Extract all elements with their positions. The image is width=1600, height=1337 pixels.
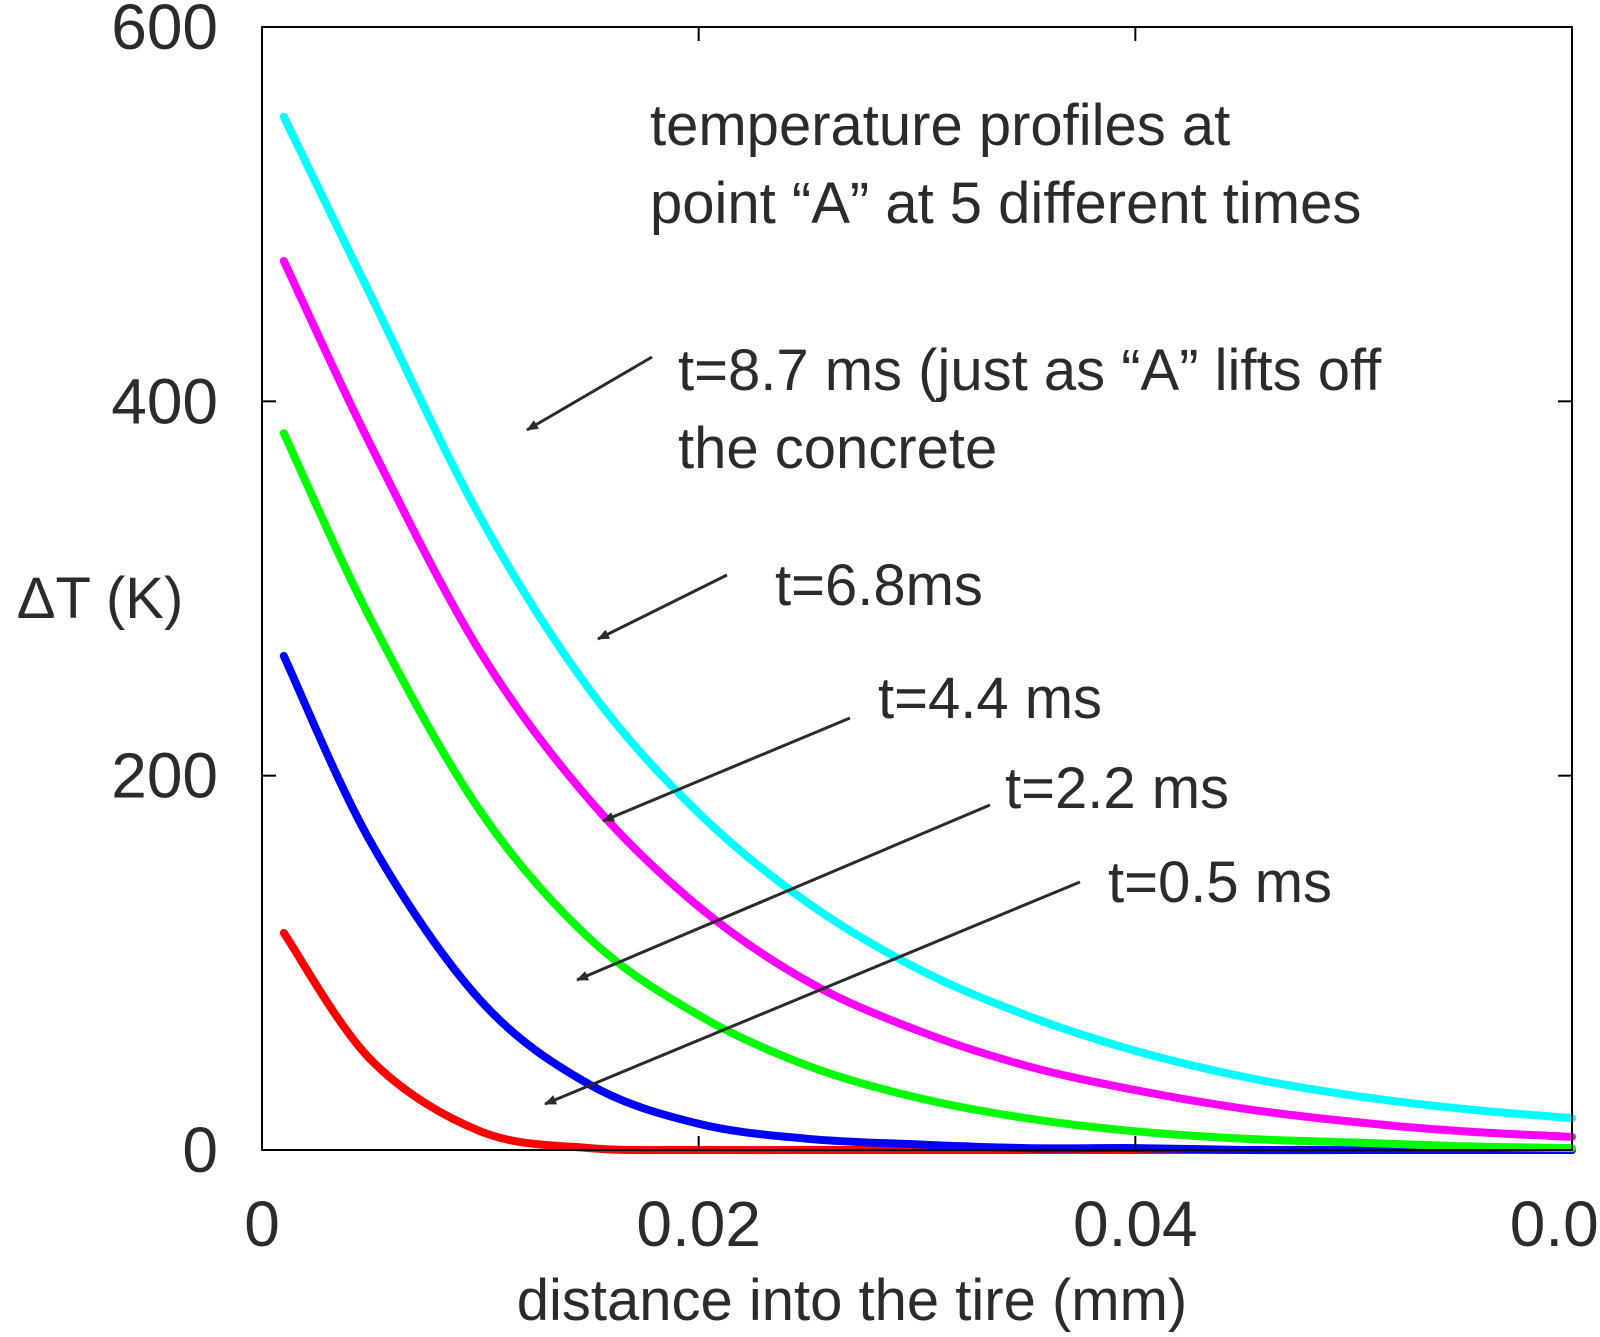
y-axis-label: ΔT (K) (17, 566, 184, 631)
series-line-5 (279, 112, 1576, 1123)
annotation-line: t=0.5 ms (1108, 850, 1332, 915)
annotation-1: temperature profiles at point “A” at 5 di… (650, 93, 1361, 236)
x-tick-label: 0.06 (1510, 1188, 1600, 1260)
series-layer (279, 112, 1576, 1155)
annotation-2: t=8.7 ms (just as “A” lifts off the concr… (678, 338, 1382, 481)
annotation-line: point “A” at 5 different times (650, 171, 1361, 236)
text-layer: temperature profiles at point “A” at 5 di… (650, 93, 1382, 915)
y-tick-label: 400 (111, 365, 218, 437)
y-tick-label: 0 (182, 1114, 218, 1186)
y-tick-label: 200 (111, 740, 218, 812)
annotation-line: t=6.8ms (775, 553, 983, 618)
annotation-arrow-1 (526, 355, 653, 432)
x-axis-label: distance into the tire (mm) (517, 1268, 1187, 1333)
y-tick-label: 600 (111, 0, 218, 63)
annotation-line: t=2.2 ms (1005, 756, 1229, 821)
x-tick-label: 0 (244, 1188, 280, 1260)
annotation-line: t=4.4 ms (878, 666, 1102, 731)
annotation-4: t=4.4 ms (878, 666, 1102, 731)
plot-frame (261, 26, 1573, 1151)
annotation-line: t=8.7 ms (just as “A” lifts off (678, 338, 1382, 403)
annotation-6: t=0.5 ms (1108, 850, 1332, 915)
annotation-arrow-2 (597, 573, 728, 641)
annotation-arrow-4 (576, 803, 991, 982)
series-line-4 (279, 257, 1576, 1141)
series-line-3 (279, 429, 1576, 1153)
arrow-layer (526, 355, 1081, 1106)
annotation-arrow-3 (602, 716, 851, 823)
annotation-line: temperature profiles at (650, 93, 1230, 158)
x-tick-label: 0.04 (1073, 1188, 1198, 1260)
annotation-arrow-5 (544, 880, 1081, 1106)
x-tick-label: 0.02 (636, 1188, 761, 1260)
annotation-5: t=2.2 ms (1005, 756, 1229, 821)
annotation-line: the concrete (678, 416, 997, 481)
annotation-3: t=6.8ms (775, 553, 983, 618)
tick-layer: 0 0.02 0.04 0.06 0 200 400 600 (111, 0, 1600, 1260)
series-line-1 (279, 928, 1576, 1155)
